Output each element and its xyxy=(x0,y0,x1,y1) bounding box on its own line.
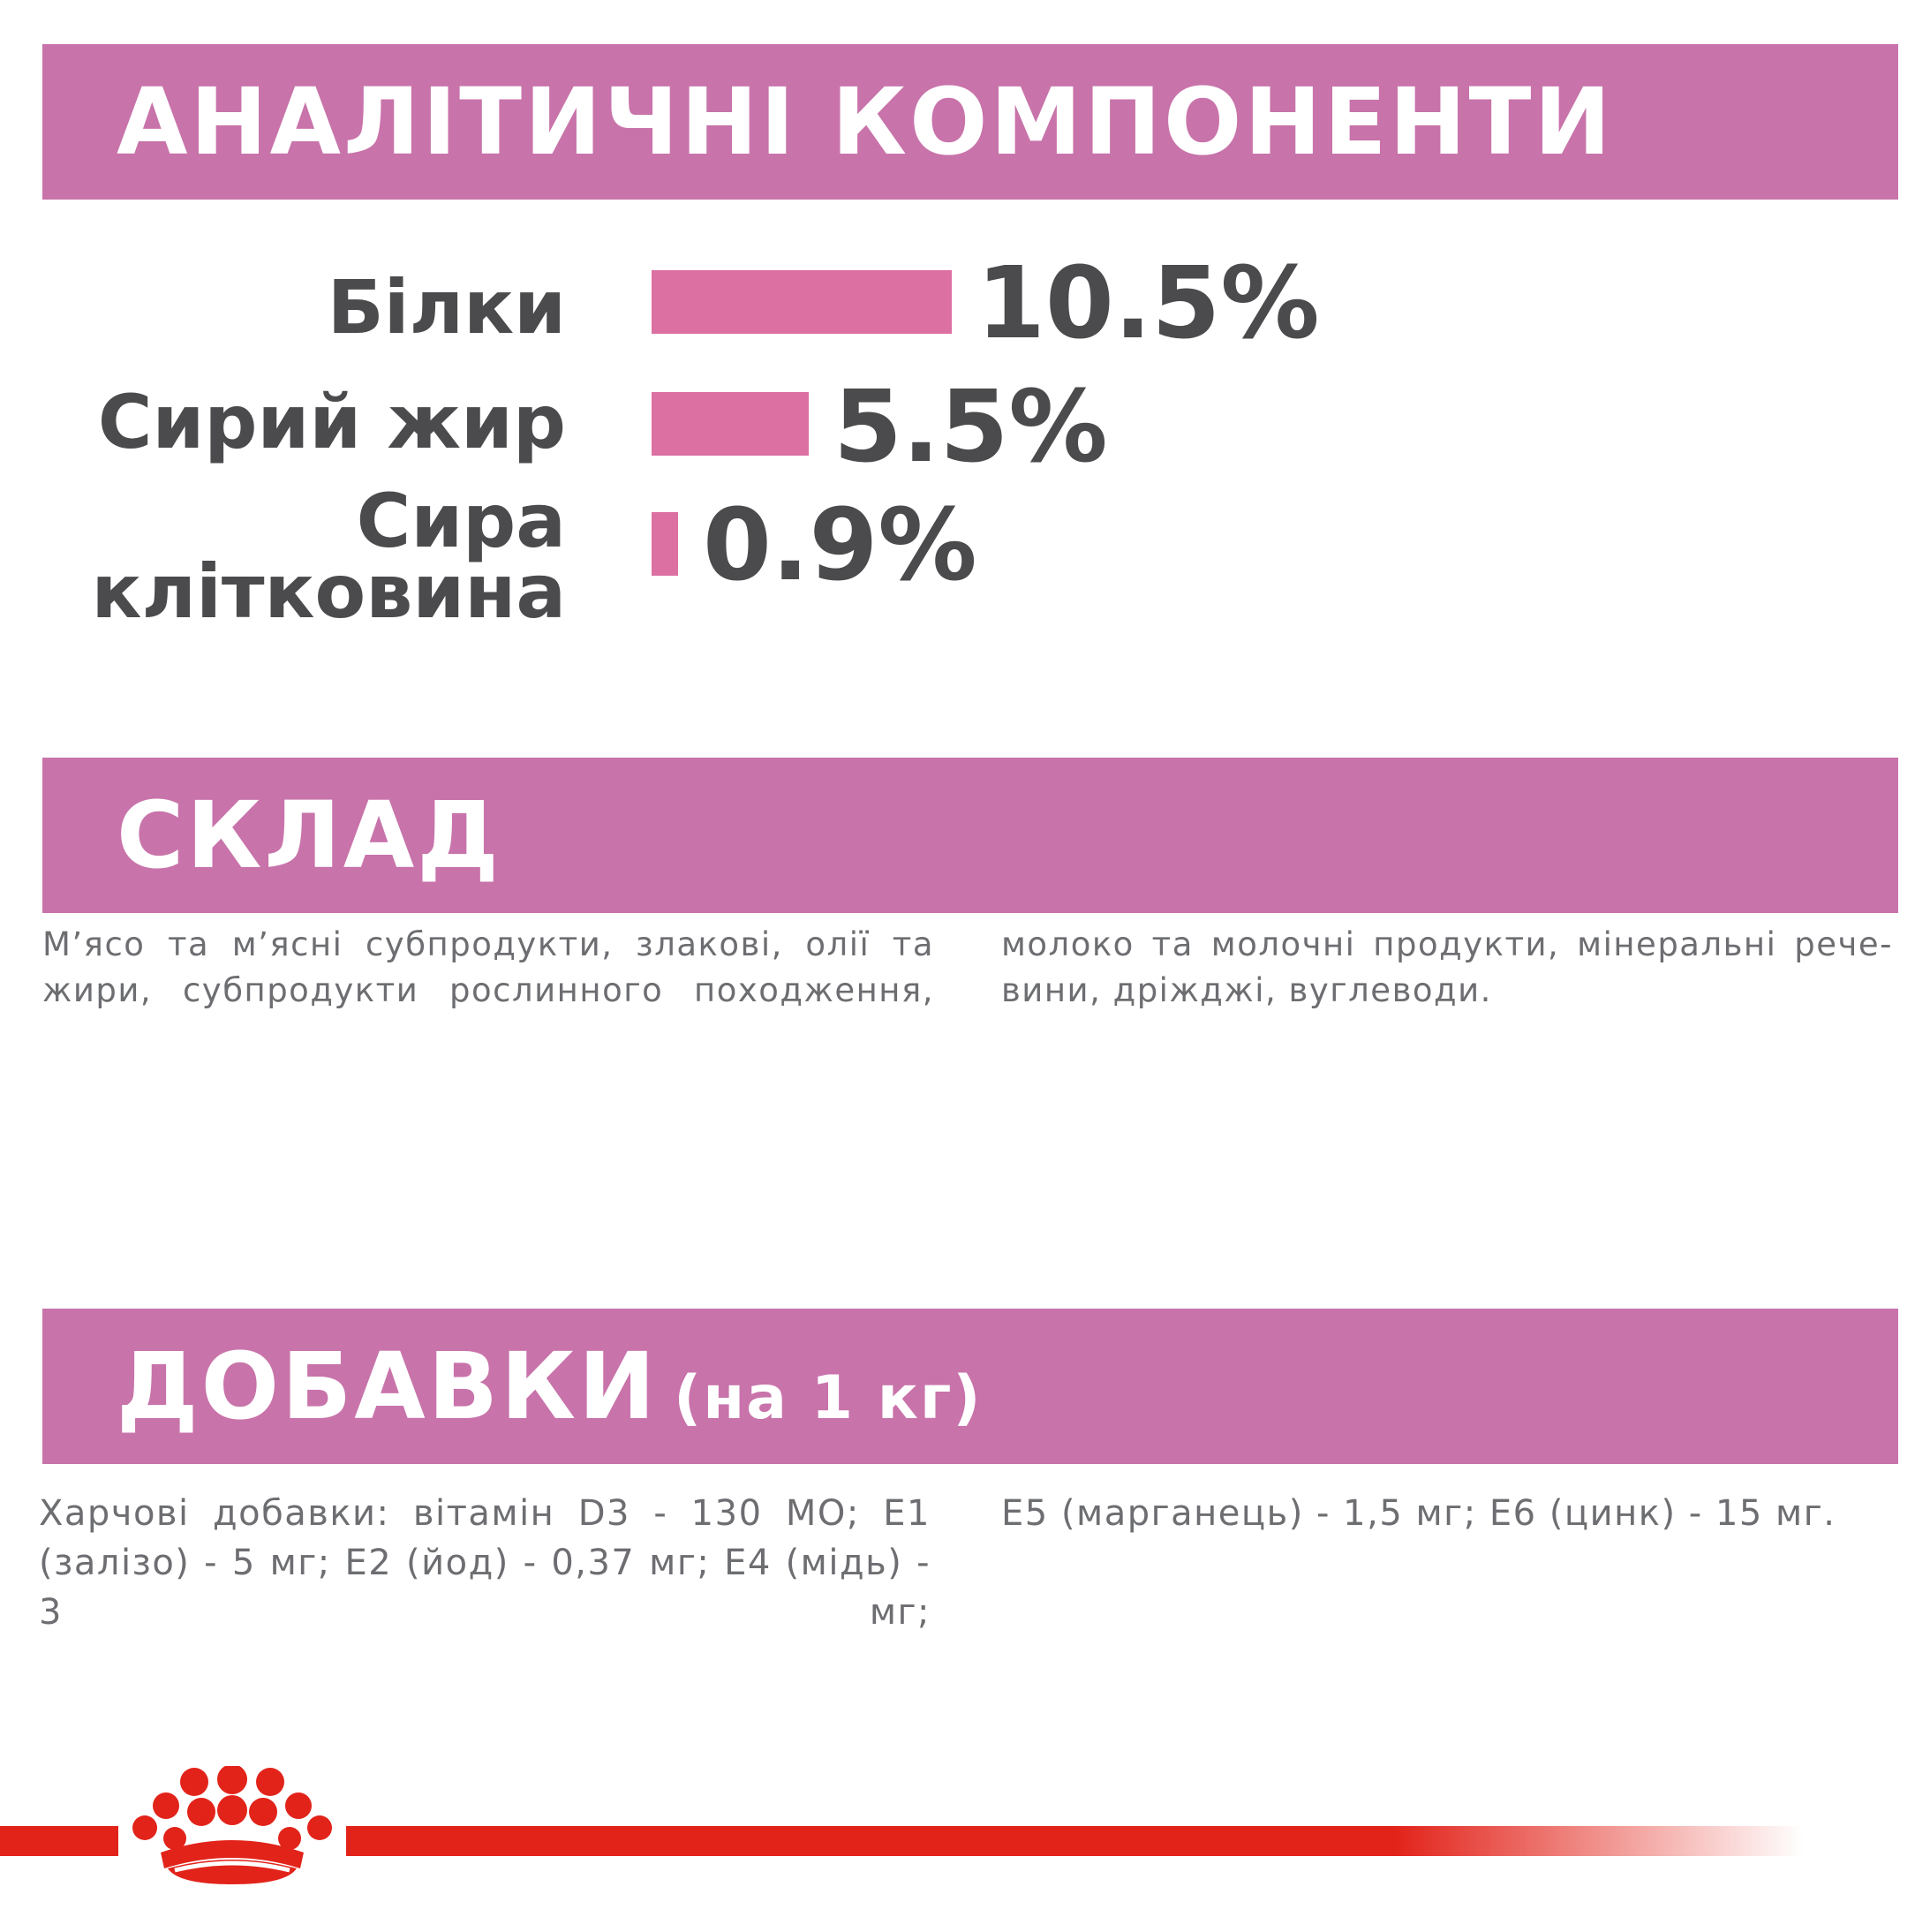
additives-header-band: ДОБАВКИ (на 1 кг) xyxy=(42,1309,1898,1464)
royal-canin-crown-icon xyxy=(132,1766,332,1884)
composition-title: СКЛАД xyxy=(117,781,501,889)
composition-line: М’ясо та м’ясні субпродукти, злакові, ол… xyxy=(42,925,934,963)
analytic-header-band: АНАЛІТИЧНІ КОМПОНЕНТИ xyxy=(42,44,1898,200)
brand-line-left xyxy=(0,1826,118,1856)
nutrient-label: Білки xyxy=(328,270,566,344)
additives-text-left: Харчові добавки: вітамін D3 - 130 МО; Е1… xyxy=(39,1489,931,1637)
additives-title-suffix: (на 1 кг) xyxy=(674,1363,983,1433)
nutrient-value: 5.5% xyxy=(833,370,1108,485)
additives-line: Харчові добавки: вітамін D3 - 130 МО; Е1 xyxy=(39,1493,931,1534)
nutrient-label: Сира клітковина xyxy=(91,478,566,635)
composition-text-left: М’ясо та м’ясні субпродукти, злакові, ол… xyxy=(42,922,934,1014)
additives-line: Е5 (марганець) - 1,5 мг; Е6 (цинк) - 15 … xyxy=(1001,1493,1836,1534)
additives-line: (залізо) - 5 мг; Е2 (йод) - 0,37 мг; Е4 … xyxy=(39,1543,931,1633)
nutrient-label-line: Білки xyxy=(327,264,566,351)
composition-line: молоко та молочні продукти, мінеральні р… xyxy=(1001,925,1893,963)
nutrient-label-line: клітковина xyxy=(91,548,566,635)
nutrient-bar xyxy=(652,392,809,456)
nutrient-label-line: Сирий жир xyxy=(97,379,566,465)
composition-text-right: молоко та молочні продукти, мінеральні р… xyxy=(1001,922,1893,1014)
analytic-title: АНАЛІТИЧНІ КОМПОНЕНТИ xyxy=(117,68,1614,176)
additives-title-main: ДОБАВКИ xyxy=(117,1332,659,1440)
composition-header-band: СКЛАД xyxy=(42,758,1898,913)
nutrient-label-line: Сира xyxy=(356,478,566,564)
nutrient-bar xyxy=(652,270,952,334)
composition-line: жири, субпродукти рослинного походження, xyxy=(42,971,934,1009)
composition-line: вини, дріжджі, вуглеводи. xyxy=(1001,971,1492,1009)
additives-text-right: Е5 (марганець) - 1,5 мг; Е6 (цинк) - 15 … xyxy=(1001,1489,1893,1538)
nutrient-value: 10.5% xyxy=(976,246,1320,361)
additives-title: ДОБАВКИ (на 1 кг) xyxy=(117,1309,982,1464)
nutrient-label: Сирий жир xyxy=(98,385,566,459)
nutrient-bar xyxy=(652,512,678,576)
brand-line-right xyxy=(346,1826,1803,1856)
nutrient-value: 0.9% xyxy=(703,488,977,603)
